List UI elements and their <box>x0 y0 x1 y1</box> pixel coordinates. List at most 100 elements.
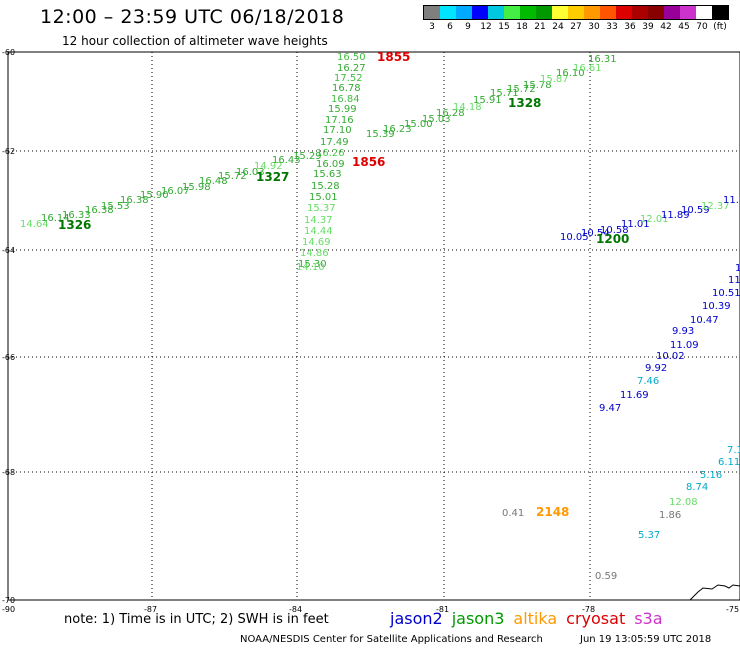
pass-time-labels: 1855 1856 1326 1327 1328 1200 2148 <box>58 50 629 519</box>
wave-height-value: 15.72 <box>218 171 247 182</box>
wave-height-value: 16.50 <box>337 52 366 63</box>
legend-s3a: s3a <box>634 609 663 628</box>
pass-time-label: 1328 <box>508 96 541 110</box>
wave-height-value: 0.59 <box>595 571 617 582</box>
scale-swatch-12 <box>616 6 632 19</box>
longitude-tick-label: -90 <box>2 605 15 614</box>
coastline <box>689 584 740 601</box>
pass-time-label: 1856 <box>352 155 385 169</box>
latitude-tick-label: -66 <box>2 353 15 362</box>
wave-height-value: 6.11 <box>718 457 740 468</box>
scale-label: 33 <box>606 22 618 32</box>
pass-time-label: 2148 <box>536 505 569 519</box>
wave-height-value: 11.29 <box>728 275 740 286</box>
scale-swatch-10 <box>584 6 600 19</box>
wave-height-value: 15.53 <box>101 201 130 212</box>
scale-label: 24 <box>552 22 564 32</box>
wave-height-value: 10.58 <box>600 225 629 236</box>
scale-label: 70 <box>696 22 708 32</box>
longitude-tick-label: -84 <box>289 605 302 614</box>
scale-swatch-4 <box>488 6 504 19</box>
wave-height-value: 15.03 <box>422 114 451 125</box>
scale-swatch-16 <box>680 6 696 19</box>
longitude-tick-label: -87 <box>144 605 157 614</box>
wave-height-value: 11.89 <box>661 210 690 221</box>
scale-swatch-9 <box>568 6 584 19</box>
longitude-ticks: -90 -87 -84 -81 -78 -75 <box>2 605 739 614</box>
wave-height-value: 10.05 <box>560 232 589 243</box>
wave-height-value: 15.91 <box>473 95 502 106</box>
wave-height-value: 15.98 <box>182 182 211 193</box>
pass-time-label: 1327 <box>256 170 289 184</box>
wave-height-value: 16.23 <box>383 124 412 135</box>
longitude-tick-label: -81 <box>436 605 449 614</box>
wave-height-value: 0.41 <box>502 508 524 519</box>
wave-height-value: 16.48 <box>199 176 228 187</box>
wave-height-value: 10.9 <box>735 263 740 274</box>
wave-height-value: 14.10 <box>296 262 325 273</box>
wave-height-value: 16.38 <box>120 195 149 206</box>
scale-swatch-13 <box>632 6 648 19</box>
wave-height-value: 16.61 <box>573 63 602 74</box>
wave-height-value: 16.10 <box>556 68 585 79</box>
wave-height-value: 5.16 <box>700 470 722 481</box>
wave-height-value: 15.90 <box>140 190 169 201</box>
wave-height-value: 9.47 <box>599 403 621 414</box>
wave-height-color-scale: 3 6 9 12 15 18 21 24 27 30 33 36 39 42 45 70 (ft) <box>423 5 729 32</box>
wave-height-value: 16.07 <box>161 186 190 197</box>
wave-height-value: 12.01 <box>640 214 669 225</box>
wave-height-value: 16.27 <box>337 63 366 74</box>
pass-time-label: 1200 <box>596 232 629 246</box>
legend-jason3: jason3 <box>451 609 505 628</box>
wave-height-value: 14.69 <box>302 237 331 248</box>
wave-height-value: 15.39 <box>366 129 395 140</box>
scale-swatch-11 <box>600 6 616 19</box>
scale-swatch-14 <box>648 6 664 19</box>
wave-height-value: 8.74 <box>686 482 708 493</box>
wave-height-value: 11.69 <box>620 390 649 401</box>
scale-label: 39 <box>642 22 654 32</box>
wave-height-value: 16.14 <box>41 213 70 224</box>
scale-label: 6 <box>447 22 453 32</box>
scale-swatch-15 <box>664 6 680 19</box>
scale-label: 3 <box>429 22 435 32</box>
wave-height-value: 5.37 <box>638 530 660 541</box>
latitude-tick-label: -60 <box>2 48 15 57</box>
wave-height-value: 17.52 <box>334 73 363 84</box>
wave-height-value: 12.08 <box>669 497 698 508</box>
wave-height-value: 1.86 <box>659 510 681 521</box>
wave-height-value: 15.87 <box>540 74 569 85</box>
wave-height-value: 16.09 <box>316 159 345 170</box>
wave-height-value: 16.78 <box>332 83 361 94</box>
scale-swatch-7 <box>536 6 552 19</box>
wave-height-value: 10.02 <box>656 351 685 362</box>
scale-label: 18 <box>516 22 528 32</box>
wave-height-value: 14.37 <box>304 215 333 226</box>
wave-height-value: 15.63 <box>313 169 342 180</box>
wave-height-value: 15.28 <box>311 181 340 192</box>
scale-label: 12 <box>480 22 492 32</box>
wave-height-value: 10.47 <box>690 315 719 326</box>
scale-label: 27 <box>570 22 582 32</box>
wave-height-value: 15.01 <box>309 192 338 203</box>
wave-height-value: 15.30 <box>298 259 327 270</box>
wave-height-value: 16.84 <box>331 94 360 105</box>
wave-height-value: 15.72 <box>507 84 536 95</box>
scale-label: 36 <box>624 22 636 32</box>
wave-height-values: 16.5016.2717.5216.7816.8415.9917.1617.10… <box>20 52 740 582</box>
wave-height-value: 11.9 <box>723 195 740 206</box>
scale-label: 21 <box>534 22 546 32</box>
wave-height-value: 16.31 <box>588 54 617 65</box>
wave-height-value: 15.99 <box>328 104 357 115</box>
satellite-legend: jason2 jason3 altika cryosat s3a <box>390 609 672 628</box>
scale-swatch-5 <box>504 6 520 19</box>
scale-label: 9 <box>465 22 471 32</box>
wave-height-value: 16.38 <box>85 205 114 216</box>
wave-height-value: 17.16 <box>325 115 354 126</box>
scale-label: 30 <box>588 22 600 32</box>
scale-label: 15 <box>498 22 510 32</box>
scale-swatch-2 <box>456 6 472 19</box>
wave-height-value: 10.54 <box>581 228 610 239</box>
wave-height-value: 10.51 <box>712 288 740 299</box>
wave-height-value: 7.46 <box>637 376 659 387</box>
